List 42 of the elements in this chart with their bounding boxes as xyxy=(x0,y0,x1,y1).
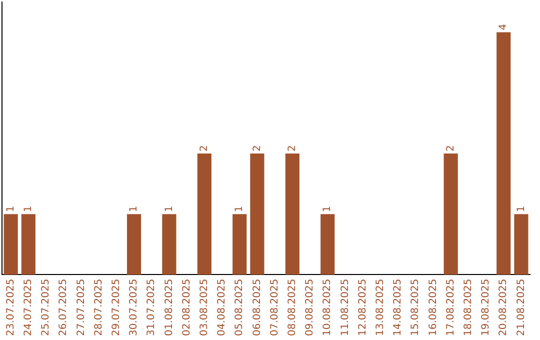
data-label: 1 xyxy=(516,206,527,212)
x-tick-label: 02.08.2025 xyxy=(181,278,192,336)
x-tick-label: 29.07.2025 xyxy=(110,278,122,336)
x-tick-label: 27.07.2025 xyxy=(76,278,87,336)
data-label: 2 xyxy=(286,145,298,152)
x-tick-label: 19.08.2025 xyxy=(480,278,492,336)
data-label: 2 xyxy=(252,145,263,152)
x-tick-label: 14.08.2025 xyxy=(392,278,404,336)
x-tick-label: 10.08.2025 xyxy=(322,278,334,336)
x-tick-label: 07.08.2025 xyxy=(269,278,280,336)
x-tick-label: 04.08.2025 xyxy=(216,278,228,336)
data-label: 1 xyxy=(128,206,140,212)
data-label: 4 xyxy=(498,24,510,30)
x-tick-label: 21.08.2025 xyxy=(516,278,527,336)
x-tick-label: 28.07.2025 xyxy=(93,278,104,336)
data-label: 1 xyxy=(234,206,246,212)
data-label: 1 xyxy=(322,206,334,212)
x-tick-label: 24.07.2025 xyxy=(22,278,34,336)
x-tick-label: 06.08.2025 xyxy=(252,278,263,336)
x-tick-label: 11.08.2025 xyxy=(340,278,351,336)
x-tick-label: 01.08.2025 xyxy=(164,278,175,336)
data-label: 1 xyxy=(22,206,34,212)
x-tick-label: 23.07.2025 xyxy=(5,278,16,336)
x-tick-label: 18.08.2025 xyxy=(462,278,474,336)
x-tick-label: 20.08.2025 xyxy=(498,278,510,336)
x-tick-label: 09.08.2025 xyxy=(304,278,316,336)
x-tick-label: 08.08.2025 xyxy=(286,278,298,336)
x-tick-label: 12.08.2025 xyxy=(357,278,368,336)
x-tick-label: 31.07.2025 xyxy=(146,278,158,336)
x-tick-label: 25.07.2025 xyxy=(40,278,52,336)
x-tick-label: 03.08.2025 xyxy=(198,278,210,336)
data-label: 2 xyxy=(198,145,210,152)
x-tick-label: 16.08.2025 xyxy=(428,278,439,336)
x-tick-label: 26.07.2025 xyxy=(58,278,70,336)
data-label: 2 xyxy=(445,145,456,152)
data-label: 1 xyxy=(164,206,175,212)
x-tick-label: 13.08.2025 xyxy=(374,278,386,336)
x-tick-label: 17.08.2025 xyxy=(445,278,456,336)
x-tick-label: 15.08.2025 xyxy=(410,278,422,336)
x-tick-label: 30.07.2025 xyxy=(128,278,140,336)
data-label: 1 xyxy=(5,206,16,212)
x-tick-label: 05.08.2025 xyxy=(234,278,246,336)
